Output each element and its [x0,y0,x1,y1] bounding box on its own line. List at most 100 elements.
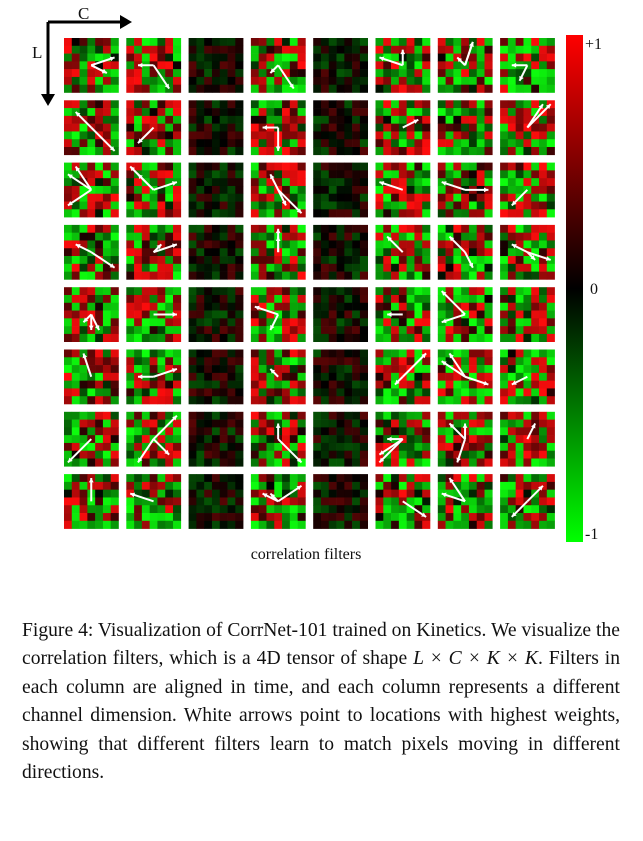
filter-cell [149,139,158,148]
filter-cell [546,209,555,218]
filter-cell [484,481,493,490]
filter-cell [110,365,119,374]
filter-cell [359,53,368,62]
filter-cell [476,419,485,428]
filter-cell [453,520,462,529]
filter-cell [437,435,446,444]
filter-cell [437,271,446,280]
filter-cell [313,302,322,311]
filter-cell [515,240,524,249]
filter-cell [250,248,259,257]
filter-cell [336,333,345,342]
filter-cell [274,318,283,327]
filter-cell [383,302,392,311]
filter-cell [173,147,182,156]
filter-cell [468,318,478,327]
filter-cell [320,310,330,319]
filter-cell [422,248,431,257]
filter-cell [126,497,135,506]
filter-cell [313,287,322,296]
filter-cell [523,209,532,218]
filter-cell [79,100,88,109]
filter-cell [71,513,80,522]
filter-cell [336,248,345,257]
filter-cell [64,450,73,459]
motion-arrowhead [262,125,267,130]
filter-cell [352,263,361,272]
filter-cell [468,45,478,54]
filter-cell [507,450,516,459]
filter-cell [523,481,532,490]
filter-cell [468,263,478,272]
filter-cell [157,115,166,124]
filter-cell [258,302,267,311]
filter-cell [414,108,423,117]
filter-cell [539,209,548,218]
filter-cell [282,84,291,93]
filter-cell [476,232,485,241]
filter-cell [406,115,415,124]
filter-cell [515,294,524,304]
filter-cell [95,178,104,187]
filter-cell [71,481,80,490]
filter-cell [359,357,368,366]
filter-cell [320,427,330,436]
filter-cell [531,318,540,327]
filter-cell [87,520,96,529]
filter-cell [391,458,400,467]
filter-cell [414,139,423,148]
filter-cell [468,108,478,117]
filter-cell [352,201,361,210]
filter-cell [126,333,135,342]
filter-cell [95,294,104,304]
filter-cell [126,310,135,319]
filter-cell [134,53,143,62]
filter-cell [328,294,337,304]
filter-cell [250,123,259,132]
filter-cell [484,139,493,148]
filter-cell [500,162,509,171]
filter-cell [461,481,470,490]
filter-cell [500,287,509,296]
filter-cell [406,505,415,514]
filter-cell [437,45,446,54]
filter-cell [531,481,540,490]
filter-cell [523,193,532,202]
filter-cell [359,310,368,319]
filter-cell [173,84,182,93]
filter-cell [313,100,322,109]
filter-cell [445,380,454,389]
filter-cell [406,240,415,249]
filter-cell [391,38,400,47]
filter-cell [289,38,298,47]
filter-cell [110,100,119,109]
filter-cell [523,388,532,397]
filter-cell [359,520,368,529]
filter-cell [484,333,493,342]
filter-cell [266,318,275,327]
filter-cell [297,38,306,47]
filter-cell [484,84,493,93]
filter-cell [157,419,166,428]
filter-cell [328,162,337,171]
filter-cell [173,256,182,265]
filter-cell [235,178,244,187]
filter-cell [484,357,493,366]
filter-cell [406,53,415,62]
filter-cell [398,365,407,374]
filter-cell [227,411,236,420]
filter-cell [352,45,361,54]
filter-cell [546,287,555,296]
filter-cell [406,139,415,148]
filter-cell [282,396,291,405]
filter-cell [344,76,353,86]
filter-cell [313,123,322,132]
filter-cell [500,349,509,358]
filter-cell [336,442,345,452]
filter-cell [250,318,259,327]
filter-cell [219,287,228,296]
filter-cell [523,365,532,374]
filter-cell [507,458,516,467]
filter-cell [313,388,322,397]
colorbar-mid-label: 0 [590,281,598,298]
